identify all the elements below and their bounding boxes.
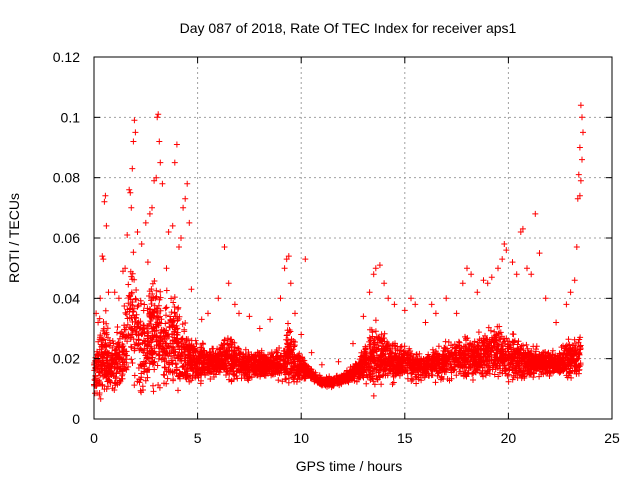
x-tick-label: 20 [501,430,517,446]
y-tick-label: 0.02 [53,351,80,367]
y-tick-labels: 0 0.02 0.04 0.06 0.08 0.1 0.12 [53,49,80,427]
x-tick-label: 10 [293,430,309,446]
chart-title: Day 087 of 2018, Rate Of TEC Index for r… [180,20,517,36]
data-points [91,102,586,402]
y-tick-label: 0.06 [53,230,80,246]
y-tick-label: 0 [72,411,80,427]
x-axis-label: GPS time / hours [296,458,403,474]
x-tick-label: 0 [90,430,98,446]
x-tick-label: 15 [397,430,413,446]
scatter-markers [91,102,586,402]
x-tick-label: 5 [194,430,202,446]
y-tick-label: 0.08 [53,170,80,186]
y-axis-label: ROTI / TECUs [6,193,22,283]
x-tick-label: 25 [604,430,620,446]
axis-frame [93,56,613,420]
x-tick-labels: 0 5 10 15 20 25 [90,430,620,446]
y-tick-label: 0.12 [53,49,80,65]
y-tick-label: 0.04 [53,290,80,306]
y-tick-label: 0.1 [61,109,81,125]
